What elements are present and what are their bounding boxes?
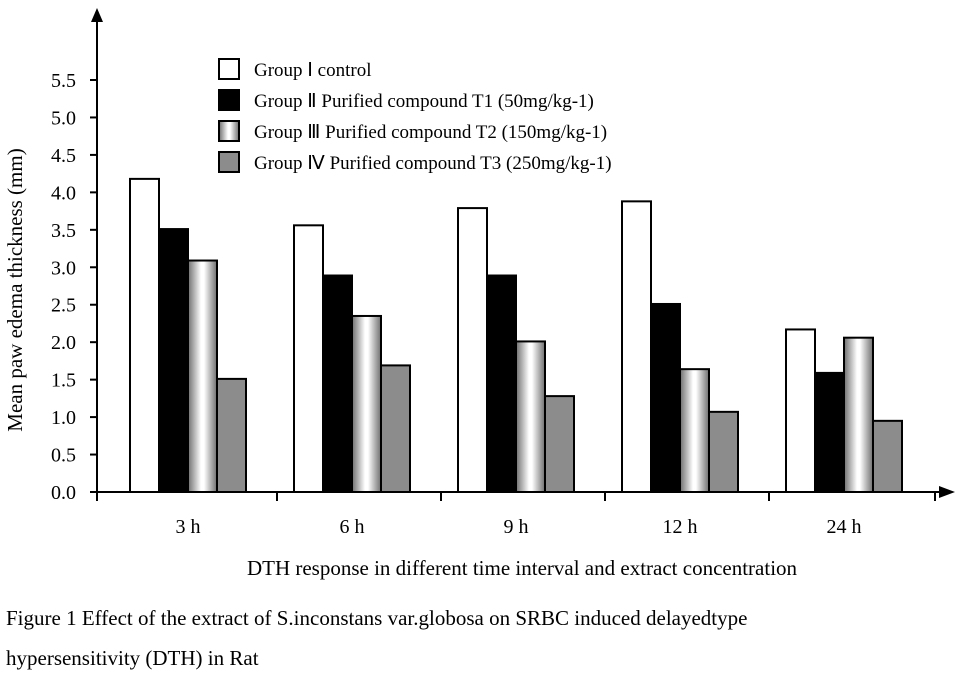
- y-tick-label: 0.5: [51, 445, 76, 467]
- bar-1-24h: [785, 328, 816, 493]
- bar-2-9h: [486, 274, 517, 493]
- bar-2-6h: [322, 274, 353, 493]
- y-axis-arrow: [91, 8, 103, 22]
- bar-3-6h: [351, 314, 382, 493]
- x-axis-label: DTH response in different time interval …: [247, 556, 798, 580]
- x-tick-label: 9 h: [504, 516, 529, 538]
- legend-label-2: Group Ⅱ Purified compound T1 (50mg/kg-1): [254, 91, 594, 112]
- caption-line-1: Figure 1 Effect of the extract of S.inco…: [6, 606, 748, 630]
- axes-layer: 0.0 0.5 1.0 1.5 2.0 2.5 3.0 3.5 4.0 4.5 5.0 5.5 3 h 6…: [51, 8, 955, 538]
- bar-4-9h: [544, 395, 575, 493]
- legend-label-4: Group Ⅳ Purified compound T3 (250mg/kg-1…: [254, 153, 612, 174]
- chart-legend: Group Ⅰ control Group Ⅱ Purified compound…: [218, 58, 612, 174]
- bar-3-9h: [515, 340, 546, 494]
- legend-swatch-3: [218, 120, 240, 142]
- caption-line-2: hypersensitivity (DTH) in Rat: [6, 646, 259, 670]
- y-tick-label: 1.0: [51, 407, 76, 429]
- bar-3-3h: [187, 259, 218, 493]
- bar-1-6h: [293, 224, 324, 493]
- y-tick-label: 1.5: [51, 370, 76, 392]
- x-tick-label: 6 h: [340, 516, 365, 538]
- y-tick-label: 5.0: [51, 107, 76, 129]
- y-tick-label: 3.5: [51, 220, 76, 242]
- bar-4-6h: [380, 364, 411, 493]
- y-tick-label: 4.0: [51, 182, 76, 204]
- x-tick-label: 3 h: [176, 516, 201, 538]
- legend-label-3: Group Ⅲ Purified compound T2 (150mg/kg-1…: [254, 122, 607, 143]
- legend-swatch-2: [218, 89, 240, 111]
- bar-1-3h: [129, 177, 160, 493]
- bar-4-12h: [708, 410, 739, 493]
- bar-chart: 0.0 0.5 1.0 1.5 2.0 2.5 3.0 3.5 4.0 4.5 5.0 5.5 3 h 6…: [3, 8, 955, 580]
- bar-4-24h: [872, 419, 903, 493]
- y-axis-label: Mean paw edema thickness (mm): [3, 148, 27, 431]
- bar-4-3h: [216, 377, 247, 493]
- x-axis-arrow: [939, 486, 955, 498]
- legend-label-1: Group Ⅰ control: [254, 60, 371, 81]
- legend-swatch-4: [218, 151, 240, 173]
- y-tick-label: 2.5: [51, 295, 76, 317]
- y-tick-label: 2.0: [51, 332, 76, 354]
- y-tick-label: 0.0: [51, 482, 76, 504]
- bar-3-12h: [679, 368, 710, 493]
- y-tick-label: 4.5: [51, 145, 76, 167]
- bar-3-24h: [843, 336, 874, 494]
- x-tick-label: 24 h: [827, 516, 862, 538]
- x-tick-label: 12 h: [663, 516, 698, 538]
- bars-layer: [129, 177, 903, 494]
- bar-1-12h: [621, 200, 652, 493]
- bar-2-24h: [814, 371, 845, 493]
- figure-caption: Figure 1 Effect of the extract of S.inco…: [6, 598, 966, 678]
- y-tick-label: 3.0: [51, 257, 76, 279]
- bar-2-12h: [650, 302, 681, 493]
- bar-1-9h: [457, 207, 488, 493]
- bar-2-3h: [158, 228, 189, 493]
- y-tick-label: 5.5: [51, 70, 76, 92]
- legend-swatch-1: [218, 58, 240, 80]
